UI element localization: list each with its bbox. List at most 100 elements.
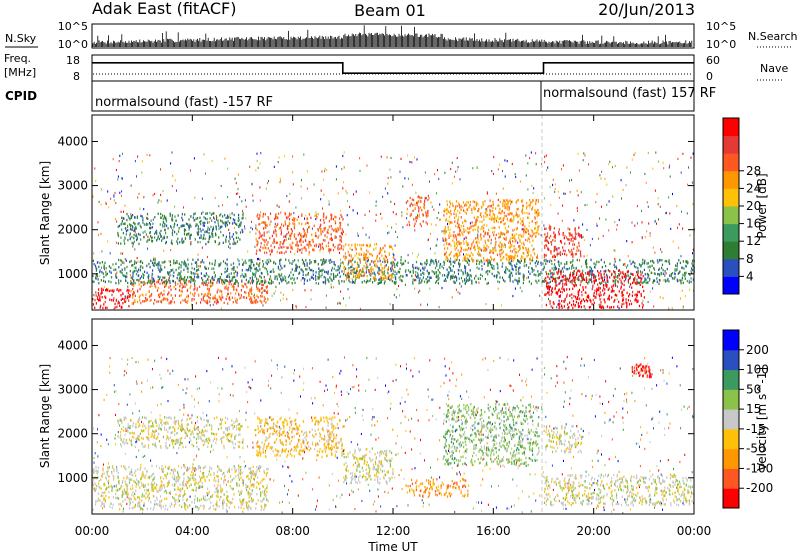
echo-cell — [571, 296, 573, 300]
echo-cell — [208, 235, 211, 238]
echo-cell — [477, 252, 479, 255]
echo-cell — [562, 232, 564, 235]
echo-cell — [559, 253, 562, 257]
echo-cell — [210, 213, 213, 216]
echo-cell — [493, 215, 496, 218]
echo-cell — [208, 275, 210, 278]
speckle-mark — [692, 252, 693, 255]
echo-cell — [151, 239, 153, 243]
echo-cell — [251, 258, 253, 262]
echo-cell — [537, 199, 539, 202]
echo-cell — [122, 274, 124, 277]
echo-cell — [586, 262, 588, 265]
echo-cell — [328, 226, 330, 229]
echo-cell — [481, 264, 483, 268]
echo-cell — [308, 225, 311, 228]
echo-cell — [187, 263, 189, 266]
echo-cell — [438, 277, 440, 280]
echo-cell — [473, 246, 475, 249]
speckle-mark — [477, 230, 479, 233]
echo-cell — [132, 292, 134, 296]
echo-cell — [271, 270, 273, 273]
echo-cell — [591, 303, 593, 306]
echo-cell — [503, 211, 505, 215]
speckle-mark — [486, 192, 488, 195]
echo-cell — [218, 224, 220, 227]
speckle-mark — [152, 194, 154, 197]
echo-cell — [484, 232, 486, 236]
echo-cell — [214, 232, 217, 235]
echo-cell — [148, 278, 150, 282]
speckle-mark — [207, 241, 209, 244]
echo-cell — [472, 224, 474, 228]
echo-cell — [173, 262, 175, 265]
speckle-mark — [105, 201, 107, 204]
echo-cell — [207, 228, 209, 231]
echo-cell — [636, 278, 638, 281]
echo-cell — [491, 218, 493, 221]
echo-cell — [359, 258, 361, 261]
echo-cell — [374, 273, 376, 276]
speckle-mark — [174, 179, 176, 182]
echo-cell — [487, 261, 489, 265]
echo-cell — [311, 276, 313, 279]
echo-cell — [366, 244, 368, 247]
echo-cell — [189, 237, 191, 240]
echo-cell — [131, 235, 133, 239]
echo-cell — [291, 245, 293, 248]
echo-cell — [231, 279, 233, 282]
echo-cell — [95, 302, 97, 305]
echo-cell — [308, 266, 310, 270]
echo-cell — [569, 250, 571, 253]
echo-cell — [270, 244, 272, 247]
speckle-mark — [662, 279, 664, 282]
echo-cell — [260, 235, 262, 238]
echo-cell — [196, 223, 198, 226]
echo-cell — [529, 257, 531, 261]
echo-cell — [264, 251, 266, 254]
echo-cell — [523, 278, 525, 282]
speckle-mark — [119, 154, 121, 157]
speckle-mark — [495, 220, 497, 223]
echo-cell — [303, 230, 305, 233]
speckle-mark — [199, 241, 201, 244]
echo-cell — [619, 258, 621, 262]
echo-cell — [561, 287, 563, 290]
echo-cell — [370, 274, 372, 277]
speckle-mark — [107, 190, 109, 193]
echo-cell — [554, 233, 556, 237]
speckle-mark — [237, 173, 239, 176]
speckle-mark — [98, 200, 100, 203]
echo-cell — [357, 276, 359, 279]
echo-cell — [194, 212, 196, 215]
echo-cell — [523, 232, 525, 235]
echo-cell — [459, 253, 461, 257]
echo-cell — [621, 305, 623, 308]
speckle-mark — [108, 206, 110, 209]
echo-cell — [344, 252, 346, 255]
echo-cell — [573, 295, 575, 298]
echo-cell — [333, 275, 335, 279]
echo-cell — [174, 281, 176, 284]
echo-cell — [182, 224, 184, 227]
speckle-mark — [101, 266, 102, 269]
echo-cell — [133, 279, 135, 282]
echo-cell — [121, 260, 123, 263]
echo-cell — [212, 297, 214, 300]
echo-cell — [353, 275, 355, 278]
echo-cell — [514, 237, 516, 240]
echo-cell — [681, 276, 683, 279]
echo-cell — [99, 269, 101, 272]
echo-cell — [179, 272, 181, 275]
speckle-mark — [124, 295, 126, 298]
echo-cell — [108, 265, 110, 268]
echo-cell — [95, 291, 97, 294]
speckle-mark — [459, 292, 461, 295]
speckle-mark — [229, 246, 231, 250]
speckle-mark — [541, 162, 542, 165]
echo-cell — [401, 263, 403, 266]
cpid-program-2: normalsound (fast) 157 RF — [543, 86, 716, 101]
echo-cell — [395, 276, 397, 279]
echo-cell — [492, 213, 494, 216]
echo-cell — [245, 274, 247, 278]
